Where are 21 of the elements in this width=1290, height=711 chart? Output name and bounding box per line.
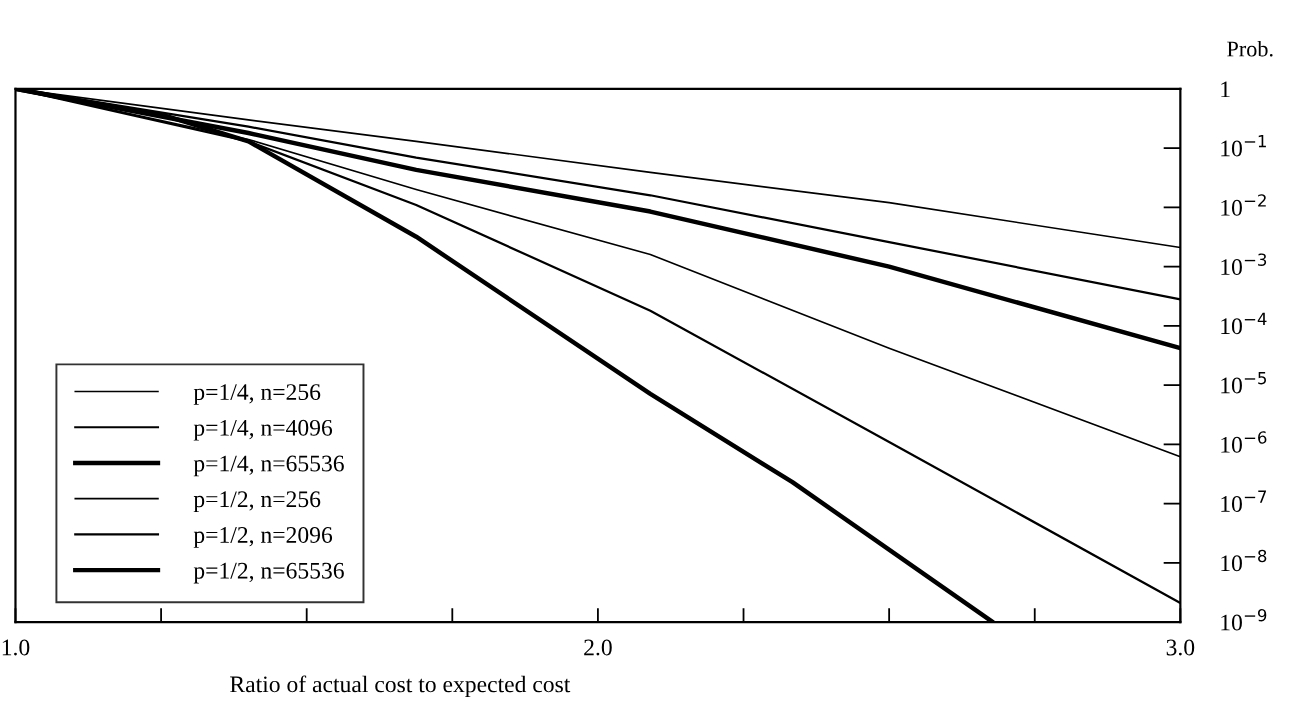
y-tick-label: 10$^{−6}$: [1221, 431, 1267, 453]
y-tick-label: 10$^{−8}$: [1221, 549, 1267, 572]
y-axis-title: Prob.: [1227, 40, 1273, 57]
x-tick-label: 3.0: [1166, 639, 1195, 656]
y-tick-label: 10$^{−9}$: [1221, 608, 1267, 631]
y-tick-label: 10$^{−4}$: [1221, 312, 1267, 335]
x-tick-label: 2.0: [584, 639, 612, 656]
y-tick-label: 1: [1221, 81, 1230, 98]
x-axis-title: Ratio of actual cost to expected cost: [230, 675, 571, 698]
y-tick-label: 10$^{−5}$: [1221, 372, 1266, 394]
legend-label: p=1/4, n=256: [193, 384, 321, 405]
y-tick-label: 10$^{−7}$: [1221, 490, 1267, 512]
legend-label: p=1/2, n=65536: [193, 562, 344, 584]
legend-label: p=1/2, n=256: [193, 491, 321, 512]
y-tick-label: 10$^{−1}$: [1221, 135, 1266, 157]
y-tick-label: 10$^{−2}$: [1221, 194, 1266, 216]
legend-label: p=1/4, n=4096: [193, 419, 333, 441]
x-tick-label: 1.0: [2, 639, 30, 656]
legend-label: p=1/2, n=2096: [193, 526, 333, 548]
y-tick-label: 10$^{−3}$: [1221, 253, 1267, 276]
legend-label: p=1/4, n=65536: [193, 455, 344, 477]
